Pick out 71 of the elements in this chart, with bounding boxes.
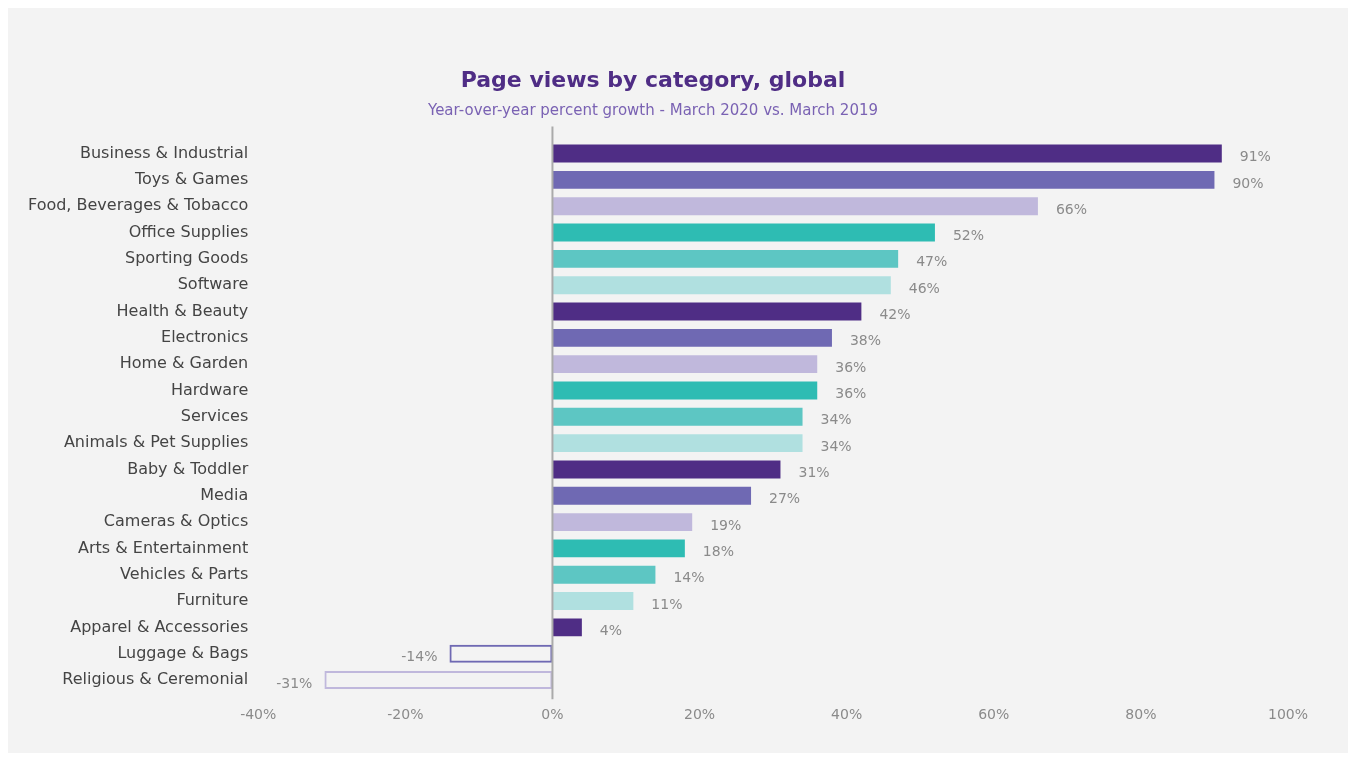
y-tick-label: Religious & Ceremonial bbox=[62, 669, 249, 689]
x-tick-label: 60% bbox=[978, 706, 1010, 723]
y-tick-label: Vehicles & Parts bbox=[120, 563, 249, 583]
y-tick-label: Arts & Entertainment bbox=[77, 537, 249, 557]
chart-title: Page views by category, global bbox=[460, 66, 846, 92]
y-tick-label: Hardware bbox=[170, 379, 249, 399]
bar bbox=[552, 144, 1222, 163]
x-tick-label: -40% bbox=[240, 706, 277, 723]
y-tick-label: Animals & Pet Supplies bbox=[63, 432, 249, 452]
y-tick-label: Business & Industrial bbox=[79, 142, 249, 162]
bar bbox=[552, 407, 803, 426]
bar bbox=[552, 434, 803, 453]
bar bbox=[552, 539, 685, 558]
data-label: 34% bbox=[820, 411, 852, 428]
data-label: 36% bbox=[835, 358, 867, 375]
y-tick-label: Cameras & Optics bbox=[103, 511, 249, 531]
data-label: -14% bbox=[401, 648, 438, 665]
bar bbox=[552, 355, 818, 374]
y-tick-label: Apparel & Accessories bbox=[70, 616, 249, 636]
data-label: 31% bbox=[798, 464, 830, 481]
x-tick-label: 100% bbox=[1267, 706, 1309, 723]
bar bbox=[552, 618, 582, 637]
y-tick-label: Services bbox=[180, 405, 249, 425]
y-tick-label: Media bbox=[200, 484, 249, 504]
bar bbox=[552, 302, 862, 321]
bar bbox=[552, 592, 634, 611]
data-label: -31% bbox=[276, 674, 313, 691]
data-label: 47% bbox=[916, 253, 948, 270]
data-label: 14% bbox=[673, 569, 705, 586]
y-tick-label: Luggage & Bags bbox=[117, 642, 249, 662]
y-tick-label: Baby & Toddler bbox=[127, 458, 249, 478]
data-label: 4% bbox=[599, 622, 623, 639]
bar bbox=[552, 197, 1038, 216]
data-label: 34% bbox=[820, 437, 852, 454]
data-label: 66% bbox=[1055, 200, 1088, 217]
bar bbox=[552, 276, 891, 295]
y-tick-label: Furniture bbox=[176, 590, 249, 610]
bar bbox=[552, 249, 899, 268]
data-label: 46% bbox=[908, 279, 940, 296]
data-label: 42% bbox=[879, 306, 911, 323]
x-tick-label: 0% bbox=[541, 706, 564, 723]
bar bbox=[552, 328, 832, 347]
y-tick-label: Office Supplies bbox=[128, 221, 249, 241]
data-label: 91% bbox=[1239, 148, 1271, 165]
data-label: 38% bbox=[849, 332, 882, 349]
bar bbox=[552, 460, 781, 479]
bar bbox=[552, 170, 1215, 189]
bar bbox=[552, 565, 656, 584]
y-tick-label: Home & Garden bbox=[119, 353, 249, 373]
x-tick-label: 80% bbox=[1125, 706, 1157, 723]
data-label: 52% bbox=[952, 227, 985, 244]
data-label: 90% bbox=[1232, 174, 1264, 191]
data-label: 11% bbox=[651, 595, 683, 612]
data-label: 19% bbox=[710, 516, 742, 533]
y-tick-label: Toys & Games bbox=[133, 169, 249, 189]
chart-subtitle: Year-over-year percent growth - March 2020 vs. March 2019 bbox=[426, 101, 879, 120]
y-tick-label: Food, Beverages & Tobacco bbox=[27, 195, 249, 215]
bar bbox=[552, 513, 693, 532]
x-tick-label: 40% bbox=[831, 706, 863, 723]
y-tick-label: Electronics bbox=[161, 326, 249, 346]
bar bbox=[552, 381, 818, 400]
x-tick-label: 20% bbox=[684, 706, 716, 723]
y-tick-label: Sporting Goods bbox=[124, 248, 249, 268]
bar bbox=[552, 223, 935, 242]
x-tick-label: -20% bbox=[387, 706, 424, 723]
y-tick-label: Health & Beauty bbox=[116, 300, 249, 320]
bar bbox=[552, 486, 752, 505]
data-label: 36% bbox=[835, 385, 867, 402]
data-label: 18% bbox=[702, 543, 734, 560]
data-label: 27% bbox=[769, 490, 801, 507]
y-tick-label: Software bbox=[177, 274, 249, 294]
